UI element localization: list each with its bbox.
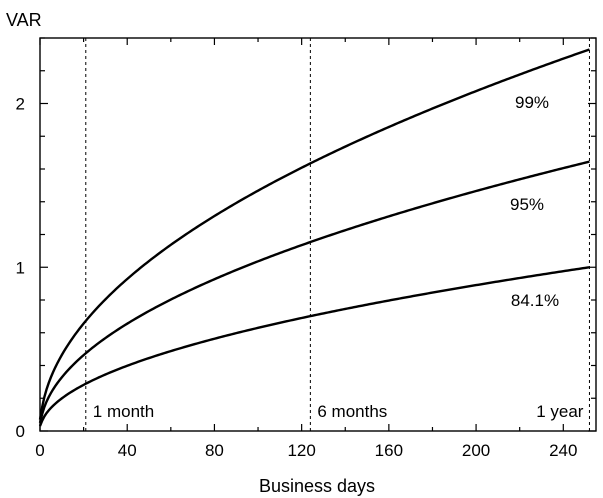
reference-line-label: 1 month: [93, 402, 154, 421]
x-tick-label: 120: [287, 441, 315, 460]
series-label: 84.1%: [511, 291, 559, 310]
reference-line-label: 1 year: [536, 402, 584, 421]
series-line: [38, 266, 590, 427]
x-tick-label: 0: [35, 441, 44, 460]
x-axis-title: Business days: [259, 476, 375, 496]
series-label: 95%: [510, 195, 544, 214]
y-tick-label: 2: [16, 95, 25, 114]
x-tick-label: 240: [549, 441, 577, 460]
x-tick-label: 40: [118, 441, 137, 460]
x-tick-label: 200: [462, 441, 490, 460]
series-label: 99%: [515, 93, 549, 112]
y-tick-label: 0: [16, 422, 25, 441]
y-axis-title: VAR: [6, 10, 42, 30]
plot-area: 0 40 80 120 160 200 240 0 1 2 1 month 6 months 1 yea…: [16, 37, 597, 460]
reference-line-label: 6 months: [317, 402, 387, 421]
y-tick-label: 1: [16, 258, 25, 277]
x-tick-label: 160: [375, 441, 403, 460]
x-tick-label: 80: [205, 441, 224, 460]
series-line: [38, 160, 590, 424]
plot-frame: [39, 37, 597, 432]
series-line: [38, 48, 590, 420]
